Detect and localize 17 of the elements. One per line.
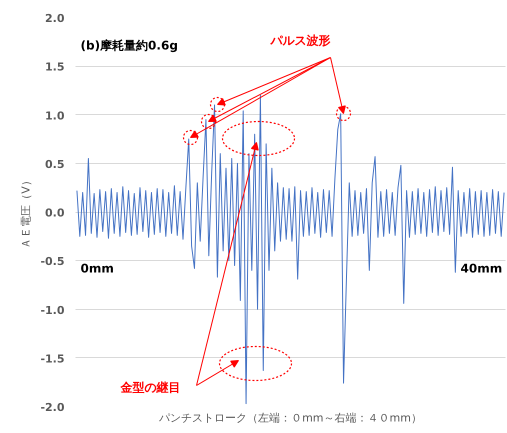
y-tick-label: -2.0 — [40, 401, 65, 414]
annotation: (b)摩耗量約0.6g — [80, 38, 178, 52]
annotation: 40mm — [460, 262, 502, 276]
y-tick-label: 2.0 — [45, 12, 65, 25]
annotation: パルス波形 — [270, 34, 330, 48]
y-tick-label: 1.0 — [45, 109, 65, 122]
annotation: 0mm — [80, 262, 114, 276]
y-axis-title: ＡＥ電圧（V） — [19, 175, 32, 249]
y-tick-label: -1.0 — [40, 304, 65, 317]
y-tick-label: 1.5 — [45, 60, 65, 74]
y-tick-label: 0.5 — [45, 158, 65, 171]
annotation: 金型の継目 — [120, 380, 180, 394]
line-series — [76, 94, 505, 404]
y-tick-label: 0.0 — [45, 206, 65, 220]
x-axis-title: パンチストローク（左端：０mm～右端：４０mm） — [158, 412, 422, 424]
y-tick-label: -0.5 — [40, 255, 65, 268]
y-tick-label: -1.5 — [40, 352, 65, 366]
